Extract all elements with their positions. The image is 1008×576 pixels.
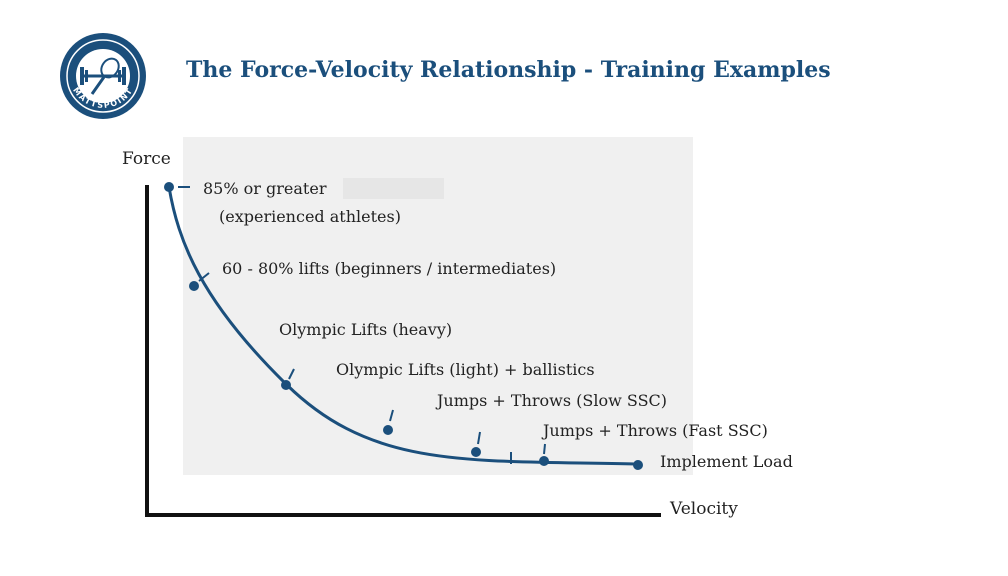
label-olympic-light: Olympic Lifts (light) + ballistics (336, 360, 595, 379)
y-axis-label: Force (122, 149, 171, 169)
curve-points (164, 182, 643, 470)
label-highlight-box (343, 178, 444, 199)
x-axis-label: Velocity (669, 499, 738, 519)
point-jumps-fast-ssc (539, 456, 549, 466)
label-85-percent-line2: (experienced athletes) (219, 207, 401, 226)
barbell-racket-icon (80, 57, 126, 95)
leader-marks (178, 186, 546, 464)
axes: Force Velocity (122, 149, 738, 519)
label-implement-load: Implement Load (660, 452, 793, 471)
leader-mark-7 (543, 443, 546, 455)
label-jumps-slow-ssc: Jumps + Throws (Slow SSC) (435, 391, 667, 410)
point-85-percent (164, 182, 174, 192)
leader-mark-3 (288, 368, 295, 380)
point-60-80-percent (189, 281, 199, 291)
point-implement-load (633, 460, 643, 470)
leader-mark-4 (389, 409, 394, 422)
label-60-80-percent: 60 - 80% lifts (beginners / intermediate… (222, 259, 556, 278)
point-olympic-light (383, 425, 393, 435)
page-title: The Force-Velocity Relationship - Traini… (186, 57, 831, 83)
point-olympic-heavy (281, 380, 291, 390)
point-labels: 85% or greater (experienced athletes) 60… (203, 179, 793, 471)
leader-mark-2 (198, 272, 210, 282)
label-jumps-fast-ssc: Jumps + Throws (Fast SSC) (541, 421, 768, 440)
leader-mark-5 (477, 431, 481, 445)
label-olympic-heavy: Olympic Lifts (heavy) (279, 320, 452, 339)
mattspoint-logo: MATTSPOINT (60, 33, 146, 119)
label-85-percent-line1: 85% or greater (203, 179, 327, 198)
point-jumps-slow-ssc (471, 447, 481, 457)
